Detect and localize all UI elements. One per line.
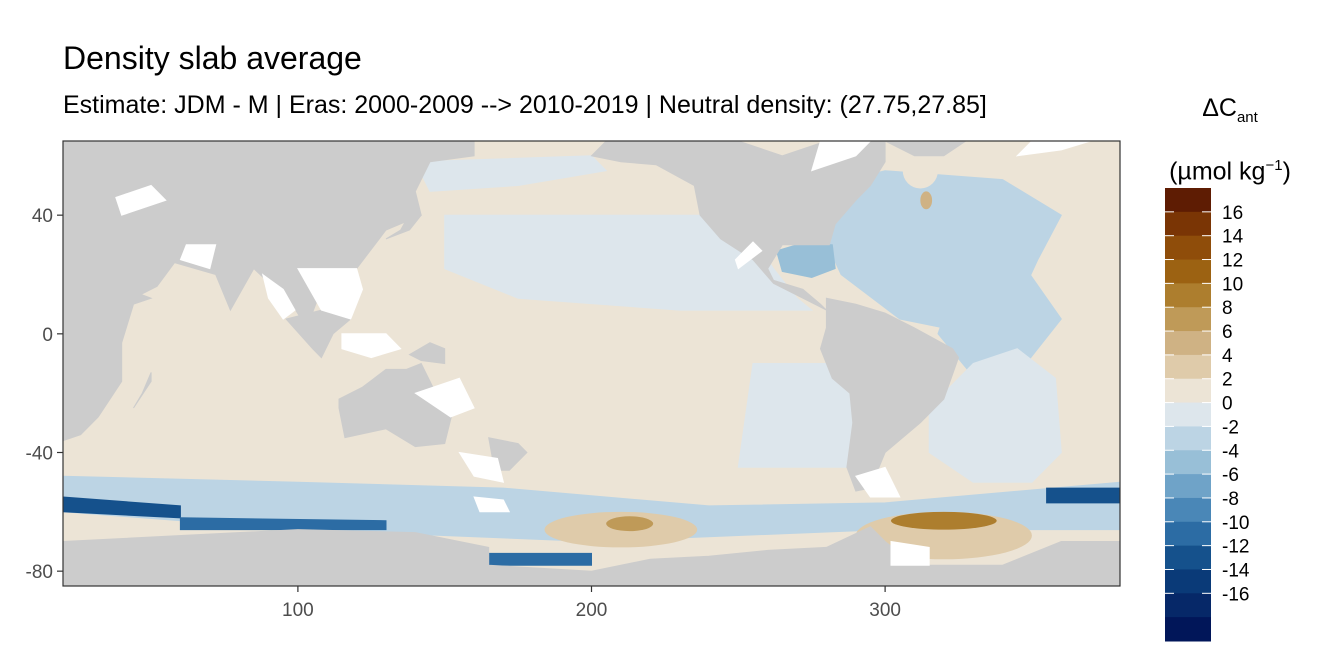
nodata-indonesia (341, 333, 402, 359)
legend-label-12: -8 (1222, 489, 1239, 510)
nodata-coral-sea (414, 377, 475, 418)
legend-label-11: -6 (1222, 465, 1239, 486)
legend-swatch-2 (1165, 235, 1211, 261)
region-north-pacific-high (414, 155, 608, 192)
legend-swatch-0 (1165, 188, 1211, 213)
legend-swatch-13 (1165, 497, 1211, 523)
legend-swatch-1 (1165, 211, 1211, 237)
land-madagascar (133, 372, 152, 409)
legend-swatch-6 (1165, 331, 1211, 356)
nodata-gulf-california (734, 241, 763, 270)
legend-swatch-11 (1165, 450, 1211, 475)
nodata-tasman (458, 451, 505, 483)
legend-swatch-15 (1165, 545, 1211, 570)
legend-title: ΔCant (µmol kg−1) (1160, 84, 1300, 195)
land-new-guinea (408, 342, 446, 365)
legend-label-2: 12 (1222, 251, 1243, 272)
nodata-norwegian (1015, 141, 1091, 157)
region-labrador-outer (902, 152, 938, 189)
y-tick-label-1: 0 (42, 325, 53, 346)
legend-label-3: 10 (1222, 274, 1243, 295)
legend-label-4: 8 (1222, 298, 1233, 319)
y-tick-label-3: -80 (26, 562, 53, 583)
map-panel (63, 141, 1120, 586)
region-ross-sea (606, 516, 654, 532)
legend-swatch-17 (1165, 593, 1211, 618)
y-tick-label-0: 40 (32, 206, 53, 227)
legend-label-13: -10 (1222, 513, 1249, 534)
legend-unit-sup: −1 (1265, 157, 1283, 174)
legend-label-9: -2 (1222, 417, 1239, 438)
nodata-patagonia (854, 466, 901, 498)
legend-swatch-18 (1165, 617, 1211, 642)
legend-unit-suffix: ) (1282, 157, 1291, 186)
chart-subtitle: Estimate: JDM - M | Eras: 2000-2009 --> … (63, 91, 987, 119)
land-greenland (884, 141, 967, 157)
x-tick-label-1: 200 (576, 600, 608, 621)
region-weddell-sea (890, 511, 997, 530)
legend-label-8: 0 (1222, 394, 1233, 415)
nodata-hudson (810, 141, 872, 172)
land-north-america (590, 141, 886, 311)
legend-swatch-4 (1165, 283, 1211, 308)
legend-label-16: -16 (1222, 584, 1249, 605)
legend-swatch-7 (1165, 354, 1211, 380)
region-south-atlantic (928, 348, 1062, 483)
nodata-bay-of-bengal (261, 273, 296, 320)
legend-swatch-12 (1165, 474, 1211, 499)
x-tick-label-2: 300 (869, 600, 901, 621)
x-tick-label-0: 100 (282, 600, 314, 621)
chart-title: Density slab average (63, 40, 362, 76)
legend-label-15: -14 (1222, 560, 1250, 581)
nodata-ross-north (473, 496, 511, 513)
legend-swatch-8 (1165, 378, 1211, 404)
legend-label-0: 16 (1222, 203, 1243, 224)
legend-label-6: 4 (1222, 346, 1233, 367)
legend-label-14: -12 (1222, 537, 1249, 558)
region-antarctic-coastal-pacific (482, 552, 592, 566)
legend-swatch-3 (1165, 259, 1211, 284)
legend-label-1: 14 (1222, 227, 1244, 248)
legend-title-main: ΔC (1202, 94, 1237, 122)
legend-swatch-9 (1165, 402, 1211, 427)
legend-label-10: -4 (1222, 441, 1239, 462)
legend-label-5: 6 (1222, 322, 1233, 343)
nodata-arabian (179, 244, 217, 270)
nodata-black-sea (115, 184, 167, 216)
land-africa (63, 238, 153, 442)
region-acc-east-dark (1046, 487, 1120, 504)
nodata-south-china-sea (297, 268, 364, 320)
legend-label-7: 2 (1222, 370, 1233, 391)
legend-swatch-16 (1165, 569, 1211, 594)
y-tick-label-2: -40 (26, 444, 53, 465)
legend-swatch-10 (1165, 426, 1211, 451)
legend-swatch-14 (1165, 521, 1211, 547)
land-japan (385, 202, 422, 240)
legend-swatch-5 (1165, 307, 1211, 332)
legend-unit-prefix: (µmol kg (1169, 157, 1266, 186)
region-labrador (920, 191, 933, 210)
nodata-weddell-shelf (890, 540, 930, 566)
region-antarctic-coastal-west (179, 517, 387, 531)
land-antarctica (63, 526, 1120, 586)
legend-title-sub: ant (1236, 109, 1258, 126)
